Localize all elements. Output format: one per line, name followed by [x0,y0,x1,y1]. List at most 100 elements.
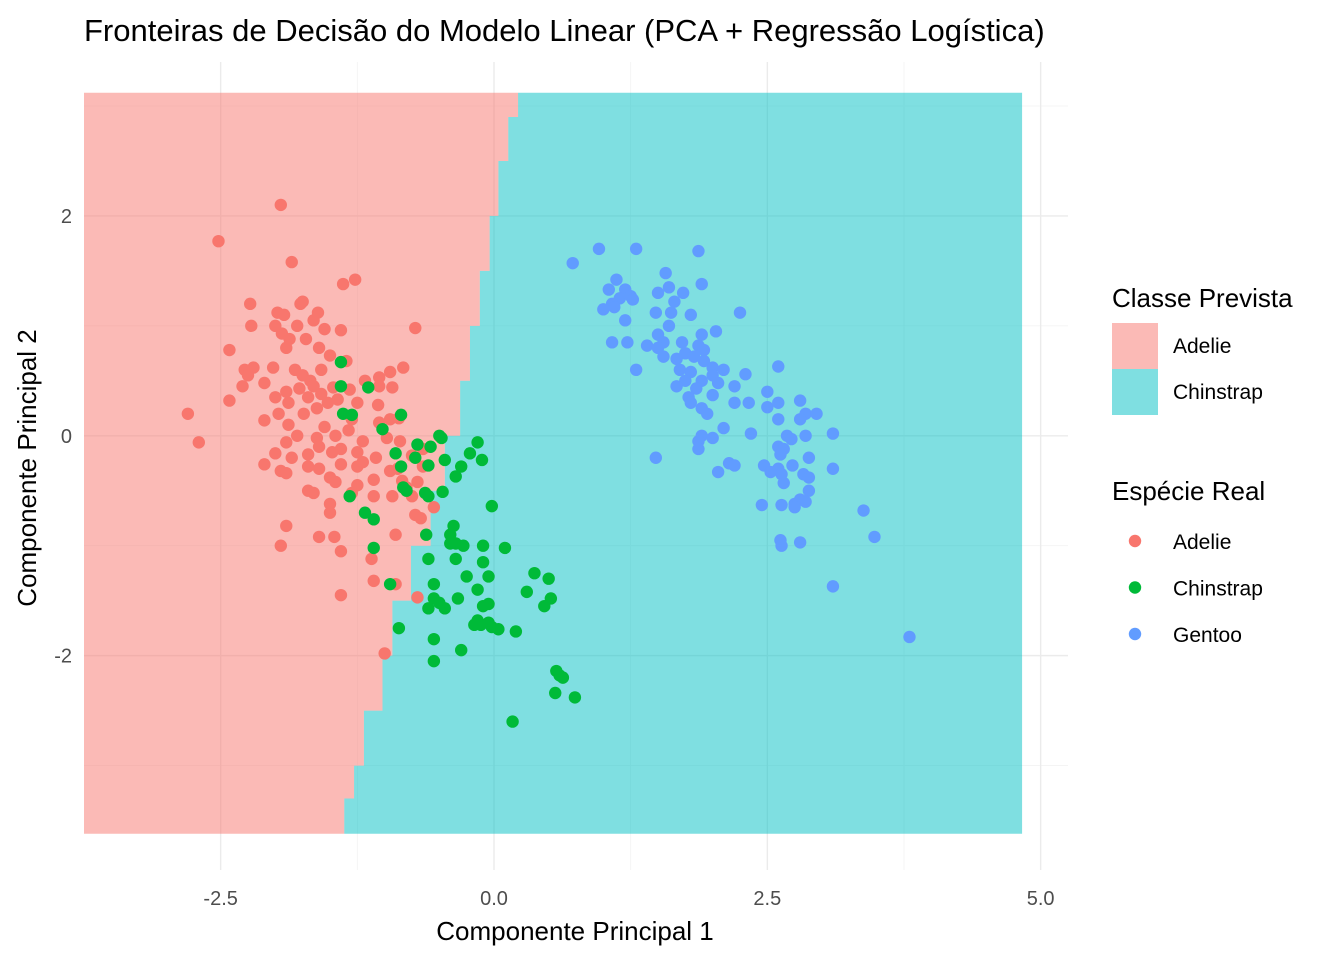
point-gentoo [651,286,665,300]
y-tick-label: -2 [54,646,72,668]
point-gentoo [711,465,725,479]
point-adelie [334,544,348,558]
point-gentoo [684,308,697,322]
point-adelie [351,446,364,459]
point-adelie [323,506,337,519]
legend-fill-key-adelie [1112,323,1158,369]
point-adelie [378,647,391,660]
point-gentoo [610,273,623,286]
point-gentoo [728,459,741,472]
point-adelie [258,414,271,427]
point-adelie [315,387,328,401]
point-adelie [285,255,298,269]
point-gentoo [728,396,741,409]
legend-fill-key-chinstrap [1112,369,1158,415]
point-adelie [312,440,326,453]
point-adelie [323,497,337,511]
point-chinstrap [549,686,562,700]
point-gentoo [793,394,807,407]
point-adelie [212,234,225,248]
point-adelie [236,380,249,393]
point-adelie [351,396,364,409]
point-gentoo [793,536,807,549]
point-chinstrap [345,408,359,422]
point-adelie [369,451,383,464]
point-gentoo [717,421,730,435]
legend-point-label: Chinstrap [1173,578,1263,601]
point-gentoo [701,407,714,420]
x-tick-label: 0.0 [480,888,508,910]
point-adelie [280,466,293,480]
point-chinstrap [509,625,523,638]
point-chinstrap [400,484,413,497]
point-gentoo [903,630,916,644]
point-gentoo [772,360,785,373]
point-gentoo [597,303,610,316]
point-chinstrap [457,539,470,552]
point-adelie [414,512,427,525]
legend-point-key-gentoo [1128,627,1142,641]
point-chinstrap [455,643,468,657]
point-adelie [386,381,399,394]
point-adelie [397,361,410,374]
point-adelie [386,490,399,503]
point-adelie [269,447,282,460]
point-adelie [307,380,320,393]
point-adelie [312,462,326,475]
point-gentoo [799,495,812,508]
point-chinstrap [422,552,435,566]
point-gentoo [657,350,670,363]
point-chinstrap [362,381,375,394]
point-adelie [241,369,255,382]
point-adelie [291,429,304,442]
point-chinstrap [476,555,490,569]
legend-point-key-adelie [1128,534,1142,548]
point-chinstrap [506,715,519,728]
point-gentoo [629,242,643,256]
x-tick-label: -2.5 [203,888,237,910]
point-chinstrap [411,438,424,451]
point-gentoo [777,476,790,490]
point-adelie [245,319,258,333]
point-gentoo [802,451,816,464]
point-gentoo [684,396,697,409]
point-adelie [282,418,295,431]
point-gentoo [673,363,687,377]
point-adelie [411,591,424,604]
point-chinstrap [389,447,402,460]
point-gentoo [761,385,774,398]
point-adelie [223,394,236,407]
point-chinstrap [427,654,441,668]
point-gentoo [706,431,719,445]
point-gentoo [764,465,777,479]
point-chinstrap [482,570,495,583]
legend-point-label: Adelie [1173,531,1231,554]
point-chinstrap [485,499,499,513]
point-adelie [323,349,337,362]
point-adelie [365,552,378,566]
point-chinstrap [498,541,512,555]
point-chinstrap [471,436,484,449]
point-chinstrap [556,671,570,684]
point-chinstrap [392,621,406,635]
point-gentoo [744,427,758,440]
x-tick-label: 2.5 [753,888,781,910]
point-adelie [367,574,380,588]
point-chinstrap [463,447,477,460]
point-chinstrap [334,380,348,393]
point-adelie [291,319,304,333]
point-gentoo [592,242,606,256]
point-gentoo [662,319,676,333]
point-chinstrap [476,599,490,613]
point-gentoo [802,484,816,497]
point-gentoo [810,407,823,420]
point-chinstrap [438,453,451,467]
point-gentoo [640,339,654,352]
y-axis-title: Componente Principal 2 [12,329,42,607]
point-gentoo [662,281,676,294]
point-gentoo [802,471,816,484]
region-chinstrap [335,92,1023,834]
point-chinstrap [394,460,408,473]
point-chinstrap [422,602,435,615]
